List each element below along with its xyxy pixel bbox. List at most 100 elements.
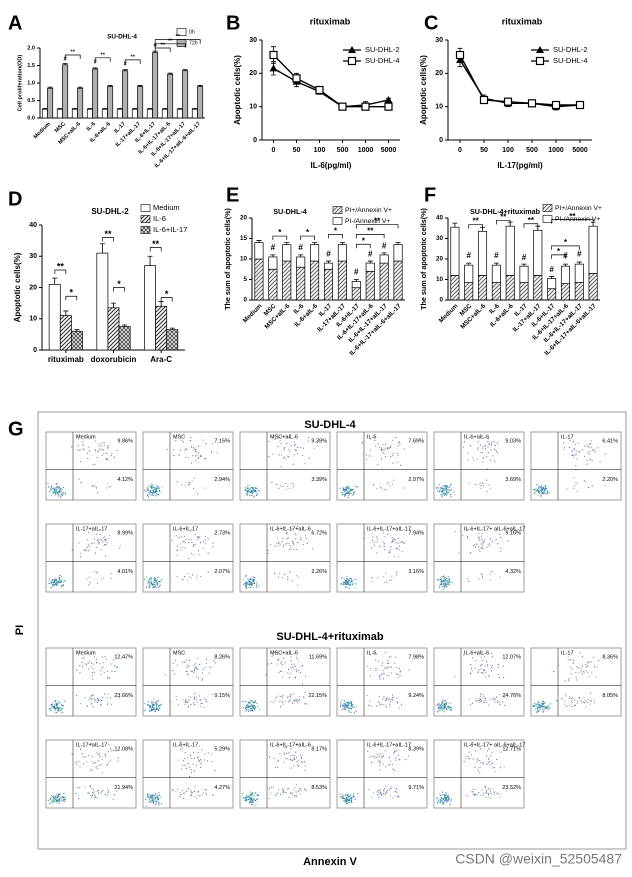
event-dot: [249, 581, 251, 584]
event-dot: [158, 706, 160, 708]
event-dot: [287, 537, 289, 539]
event-dot: [348, 493, 350, 495]
event-dot: [396, 673, 399, 675]
bar: [107, 86, 114, 119]
significance-bracket: [154, 39, 201, 44]
event-dot: [197, 657, 199, 659]
event-dot: [466, 528, 468, 531]
error-bar: [381, 252, 387, 255]
event-dot: [204, 753, 206, 755]
event-dot: [64, 797, 66, 799]
event-dot: [55, 702, 57, 704]
event-dot: [547, 705, 549, 707]
event-dot: [293, 543, 295, 545]
quadrant-percent: 2.94%: [214, 477, 230, 483]
event-dot: [114, 670, 116, 673]
event-dot: [101, 578, 103, 581]
event-dot: [444, 582, 446, 584]
x-tick-label: 500: [337, 147, 349, 154]
event-dot: [84, 696, 86, 699]
event-dot: [392, 768, 394, 770]
event-dot: [52, 798, 55, 800]
event-dot: [377, 443, 379, 445]
event-dot: [388, 789, 390, 791]
event-dot: [466, 795, 469, 797]
quadrant-percent: 6.41%: [602, 438, 618, 444]
event-dot: [205, 789, 208, 791]
event-dot: [537, 708, 539, 710]
event-dot: [50, 581, 53, 583]
event-dot: [388, 698, 390, 701]
event-dot: [48, 578, 50, 580]
event-dot: [278, 542, 280, 545]
legend-swatch: [176, 28, 187, 36]
event-dot: [573, 487, 575, 489]
event-dot: [296, 453, 299, 455]
event-dot: [349, 490, 351, 493]
event-dot: [383, 489, 386, 491]
event-dot: [298, 696, 300, 698]
event-dot: [479, 482, 482, 484]
bar-segment: [379, 254, 389, 264]
event-dot: [398, 545, 400, 547]
event-dot: [587, 661, 590, 663]
event-dot: [442, 803, 445, 805]
error-bar: [74, 329, 80, 332]
event-dot: [378, 701, 380, 703]
event-dot: [567, 680, 570, 682]
significance-label: **: [105, 229, 113, 239]
event-dot: [191, 539, 193, 541]
event-dot: [575, 671, 577, 673]
event-dot: [347, 709, 349, 712]
event-dot: [190, 670, 192, 672]
event-dot: [493, 792, 495, 794]
event-dot: [300, 538, 302, 541]
event-dot: [154, 491, 156, 494]
event-dot: [278, 573, 280, 575]
event-dot: [489, 579, 491, 581]
event-dot: [247, 578, 249, 580]
event-dot: [52, 583, 54, 585]
event-dot: [61, 580, 63, 582]
event-dot: [470, 551, 472, 554]
event-dot: [347, 496, 349, 498]
event-dot: [202, 668, 204, 670]
event-dot: [395, 787, 397, 790]
event-dot: [90, 769, 92, 771]
event-dot: [539, 705, 541, 707]
event-dot: [146, 494, 148, 497]
event-dot: [249, 580, 251, 583]
event-dot: [383, 673, 386, 675]
event-dot: [546, 491, 549, 493]
event-dot: [158, 490, 160, 492]
event-dot: [186, 701, 188, 703]
event-dot: [202, 540, 204, 543]
event-dot: [444, 576, 446, 579]
event-dot: [96, 539, 99, 541]
event-dot: [536, 710, 538, 712]
event-dot: [399, 671, 401, 673]
event-dot: [476, 543, 478, 545]
event-dot: [347, 704, 349, 706]
event-dot: [348, 799, 350, 802]
event-dot: [193, 791, 195, 793]
event-dot: [267, 552, 269, 555]
event-dot: [398, 707, 400, 709]
significance-bracket: [64, 54, 81, 59]
event-dot: [195, 448, 197, 451]
y-tick-label: 0.0: [27, 115, 35, 121]
event-dot: [373, 792, 375, 794]
event-dot: [489, 443, 491, 445]
event-dot: [352, 493, 354, 495]
event-dot: [150, 581, 152, 583]
event-dot: [442, 488, 444, 490]
event-dot: [104, 540, 107, 542]
event-dot: [295, 791, 297, 793]
event-dot: [375, 705, 377, 707]
event-dot: [392, 539, 394, 542]
event-dot: [86, 546, 88, 548]
event-dot: [453, 491, 455, 493]
event-dot: [161, 578, 163, 581]
chart-title: rituximab: [502, 16, 543, 26]
event-dot: [349, 580, 351, 582]
